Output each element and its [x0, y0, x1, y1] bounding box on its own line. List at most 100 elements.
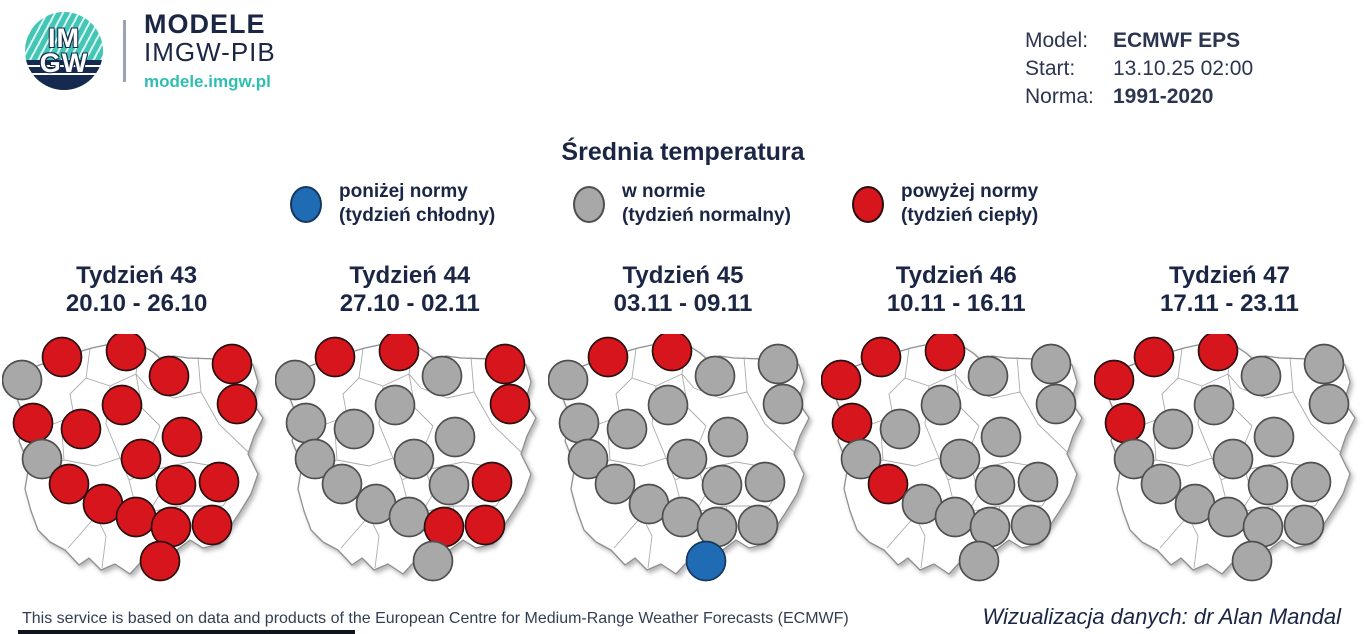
forecast-dot-above	[867, 463, 909, 505]
forecast-dot-above	[860, 336, 902, 378]
legend-label-normal: w normie (tydzień normalny)	[622, 180, 791, 228]
forecast-dot-above	[378, 334, 420, 372]
forecast-dot-normal	[1114, 438, 1155, 480]
forecast-dot-normal	[333, 408, 375, 450]
legend-below-line2: (tydzień chłodny)	[339, 205, 496, 226]
forecast-dot-normal	[647, 384, 689, 426]
forecast-dot-normal	[840, 438, 882, 480]
forecast-dot-normal	[1153, 408, 1194, 450]
legend-marker-blue	[290, 185, 322, 223]
forecast-dot-normal	[980, 416, 1022, 458]
legend-below-line1: poniżej normy	[339, 181, 468, 202]
forecast-dot-normal	[285, 402, 327, 444]
forecast-dot-normal	[958, 540, 1000, 582]
legend-label-below-norm: poniżej normy (tydzień chłodny)	[339, 180, 495, 228]
forecast-dot-normal	[694, 355, 736, 397]
week-panel: Tydzień 47 17.11 - 23.11	[1093, 262, 1366, 599]
forecast-dot-normal	[1010, 504, 1052, 546]
norma-row: Norma: 1991-2020	[1025, 83, 1253, 111]
week-title: Tydzień 45	[622, 262, 744, 289]
week-title: Tydzień 43	[76, 262, 198, 289]
forecast-dot-above	[161, 416, 202, 458]
forecast-dot-above	[821, 359, 862, 401]
norma-value: 1991-2020	[1113, 85, 1214, 108]
ecmwf-attribution: This service is based on data and produc…	[22, 610, 849, 627]
legend-above-line2: (tydzień ciepły)	[901, 205, 1039, 226]
model-row: Model: ECMWF EPS	[1025, 27, 1253, 55]
logo-divider	[123, 19, 126, 82]
forecast-dot-normal	[428, 464, 470, 506]
forecast-dot-above	[41, 336, 82, 378]
forecast-dot-normal	[974, 464, 1016, 506]
forecast-dot-normal	[434, 416, 476, 458]
brand-modele: MODELE	[144, 9, 266, 39]
forecast-dot-above	[471, 461, 513, 503]
model-label: Model:	[1025, 29, 1089, 52]
forecast-dot-normal	[1309, 383, 1350, 425]
start-label: Start:	[1025, 57, 1076, 80]
forecast-dot-normal	[934, 496, 976, 538]
forecast-dot-above	[587, 336, 629, 378]
forecast-dot-normal	[696, 506, 738, 548]
forecast-dot-normal	[421, 355, 463, 397]
forecast-dots-group	[1094, 334, 1350, 582]
forecast-dot-normal	[1284, 504, 1325, 546]
logo-letters-gw: GW	[39, 47, 89, 78]
legend-marker-red	[852, 185, 884, 223]
forecast-dot-above	[115, 496, 156, 538]
forecast-dot-normal	[548, 359, 589, 401]
forecast-dot-above	[150, 506, 191, 548]
forecast-dot-normal	[701, 464, 743, 506]
forecast-dot-above	[216, 383, 257, 425]
start-row: Start: 13.10.25 02:00	[1025, 55, 1253, 83]
poland-map	[1, 334, 272, 582]
forecast-dots-group	[1, 334, 257, 582]
forecast-dots-group	[274, 334, 531, 582]
forecast-dot-above	[105, 334, 146, 372]
forecast-dot-normal	[388, 496, 430, 538]
forecast-dot-normal	[1208, 496, 1249, 538]
forecast-dot-above	[489, 383, 531, 425]
forecast-dot-normal	[967, 355, 1009, 397]
forecast-dot-normal	[274, 359, 316, 401]
poland-map	[274, 334, 545, 582]
forecast-dot-above	[1198, 334, 1239, 372]
page-title: Średnia temperatura	[561, 138, 805, 166]
week-date-range: 27.10 - 02.11	[339, 290, 480, 317]
forecast-dot-above	[198, 461, 239, 503]
forecast-dot-normal	[661, 496, 703, 538]
forecast-dot-above	[120, 438, 161, 480]
forecast-dot-below	[685, 540, 727, 582]
forecast-dot-normal	[969, 506, 1011, 548]
legend-marker-gray	[573, 185, 605, 223]
forecast-dot-above	[12, 402, 53, 444]
forecast-dot-above	[155, 464, 196, 506]
poland-map	[821, 334, 1091, 582]
forecast-dot-normal	[1243, 506, 1284, 548]
forecast-dot-normal	[757, 343, 799, 385]
forecast-dot-normal	[1232, 540, 1273, 582]
forecast-dot-normal	[1241, 355, 1282, 397]
bottom-bar-decor	[18, 630, 355, 634]
forecast-dot-above	[423, 506, 465, 548]
forecast-dot-normal	[1035, 383, 1077, 425]
forecast-dot-normal	[21, 438, 62, 480]
forecast-dot-normal	[374, 384, 416, 426]
imgw-logo-mark: IM GW	[25, 11, 103, 90]
forecast-dot-above	[211, 343, 252, 385]
forecast-dot-above	[1094, 359, 1135, 401]
forecast-dot-normal	[666, 438, 708, 480]
forecast-dot-above	[651, 334, 693, 372]
forecast-dot-above	[464, 504, 506, 546]
visualization-credit: Wizualizacja danych: dr Alan Mandal	[982, 604, 1342, 629]
forecast-dot-above	[48, 463, 89, 505]
forecast-dot-normal	[606, 408, 648, 450]
forecast-dot-normal	[1, 359, 42, 401]
forecast-dot-normal	[393, 438, 435, 480]
week-date-range: 17.11 - 23.11	[1160, 290, 1299, 317]
forecast-dot-normal	[594, 463, 636, 505]
forecast-dot-normal	[321, 463, 363, 505]
forecast-dot-normal	[1030, 343, 1072, 385]
brand-text: MODELE IMGW-PIB modele.imgw.pl	[144, 10, 276, 92]
forecast-dot-normal	[1248, 464, 1289, 506]
